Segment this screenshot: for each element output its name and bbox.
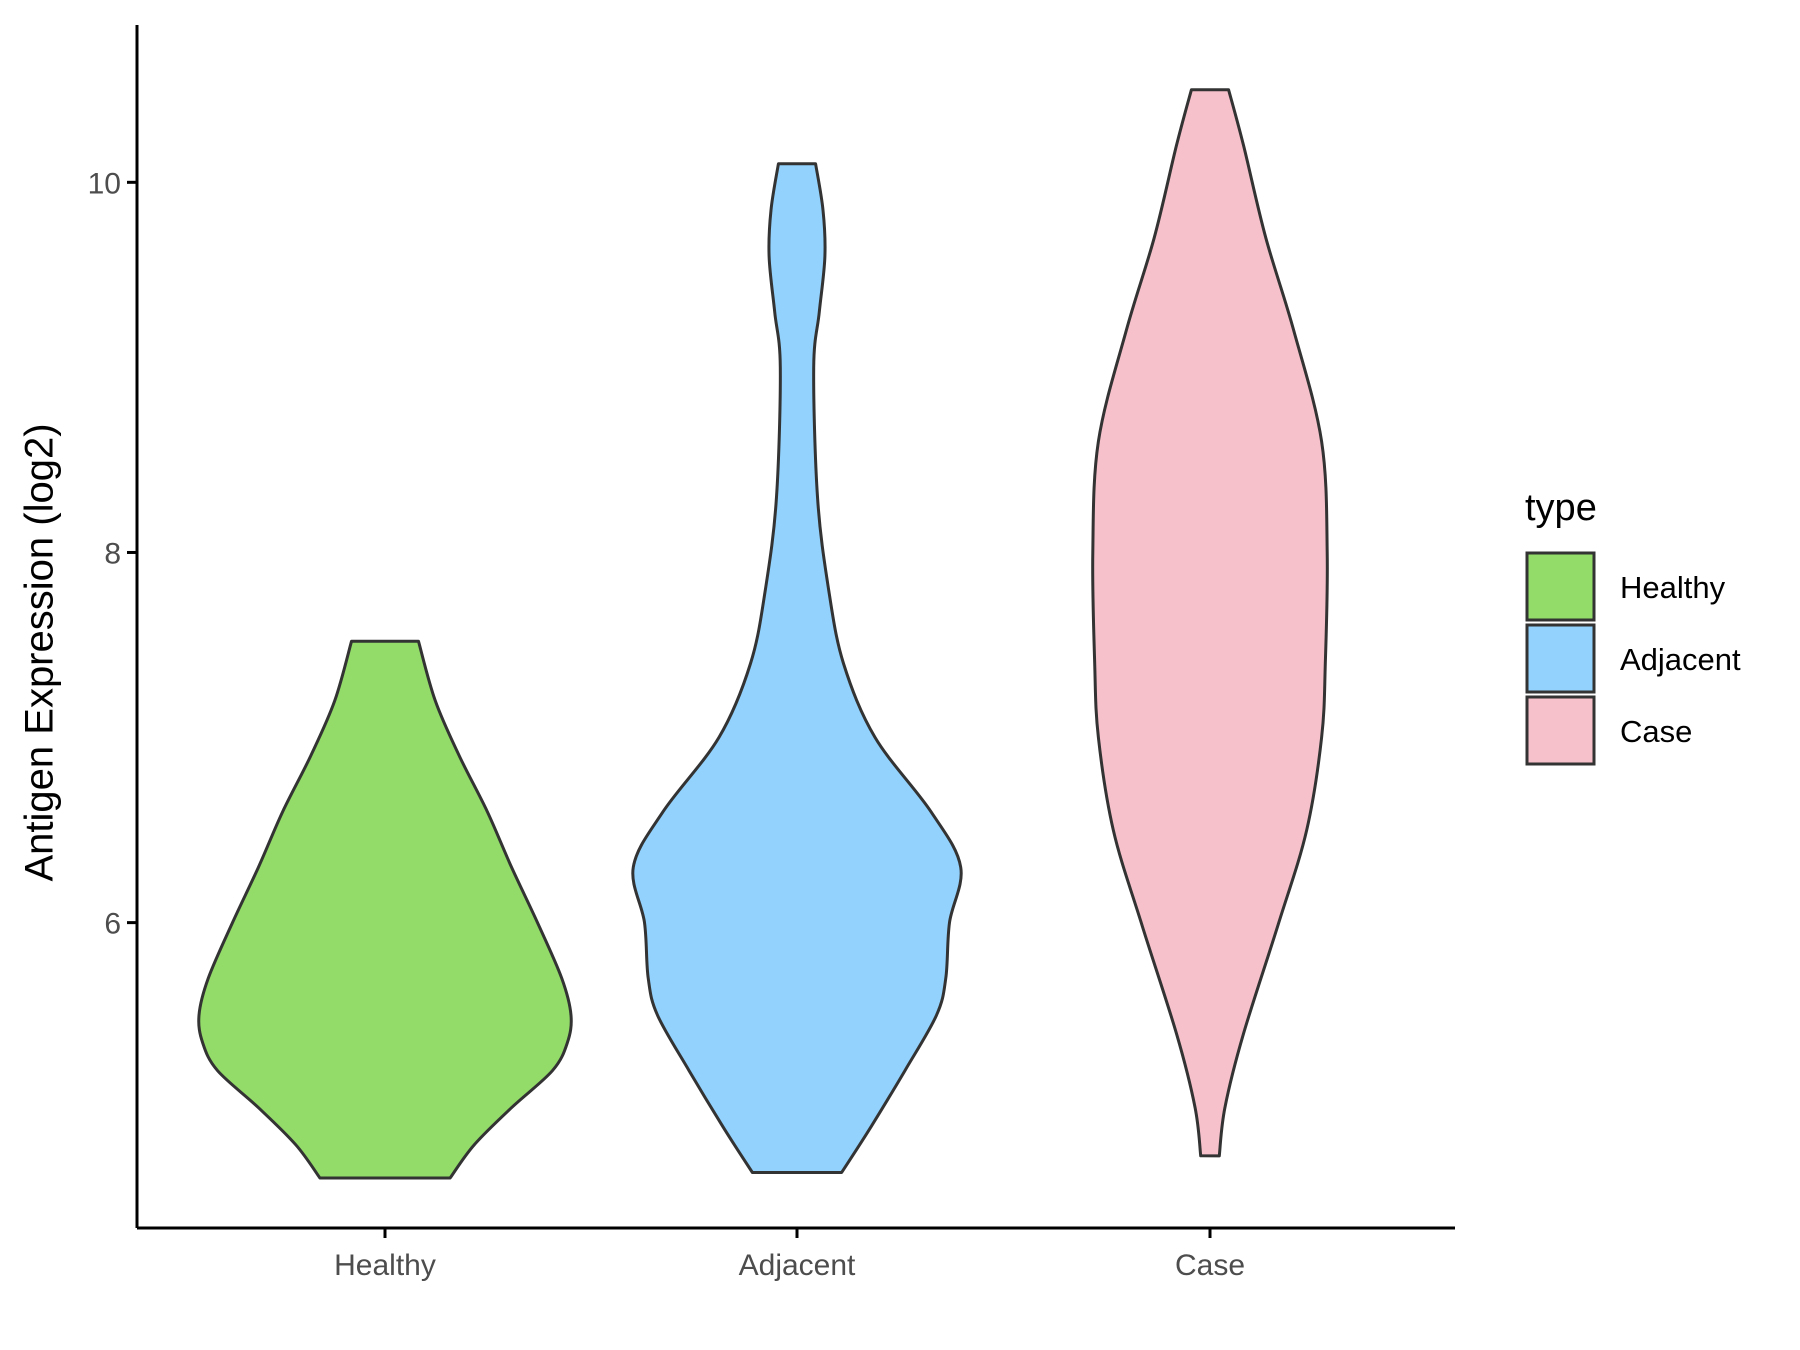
legend-key-adjacent: [1525, 623, 1596, 694]
legend-key-case: [1525, 695, 1596, 766]
violin-layer: [197, 88, 1329, 1180]
x-tick-label: Adjacent: [739, 1249, 856, 1282]
legend-key-healthy: [1525, 551, 1596, 622]
y-axis-ticks: 6 8 10: [88, 167, 137, 941]
violin-healthy: [197, 639, 573, 1180]
x-tick-label: Healthy: [334, 1249, 436, 1282]
x-axis-ticks: Healthy Adjacent Case: [334, 1228, 1245, 1282]
legend-items: Healthy Adjacent Case: [1525, 551, 1741, 766]
violin-case: [1091, 88, 1329, 1158]
y-tick-label: 6: [104, 908, 121, 941]
legend-title: type: [1525, 487, 1597, 529]
legend-label-healthy: Healthy: [1620, 570, 1726, 605]
legend: type Healthy Adjacent Case: [1525, 487, 1741, 766]
legend-label-case: Case: [1620, 714, 1692, 749]
y-tick-label: 8: [104, 537, 121, 570]
x-tick-label: Case: [1175, 1249, 1245, 1282]
legend-label-adjacent: Adjacent: [1620, 642, 1741, 677]
violin-adjacent: [631, 162, 963, 1174]
y-axis-title: Antigen Expression (log2): [18, 423, 62, 881]
y-tick-label: 10: [88, 167, 121, 200]
